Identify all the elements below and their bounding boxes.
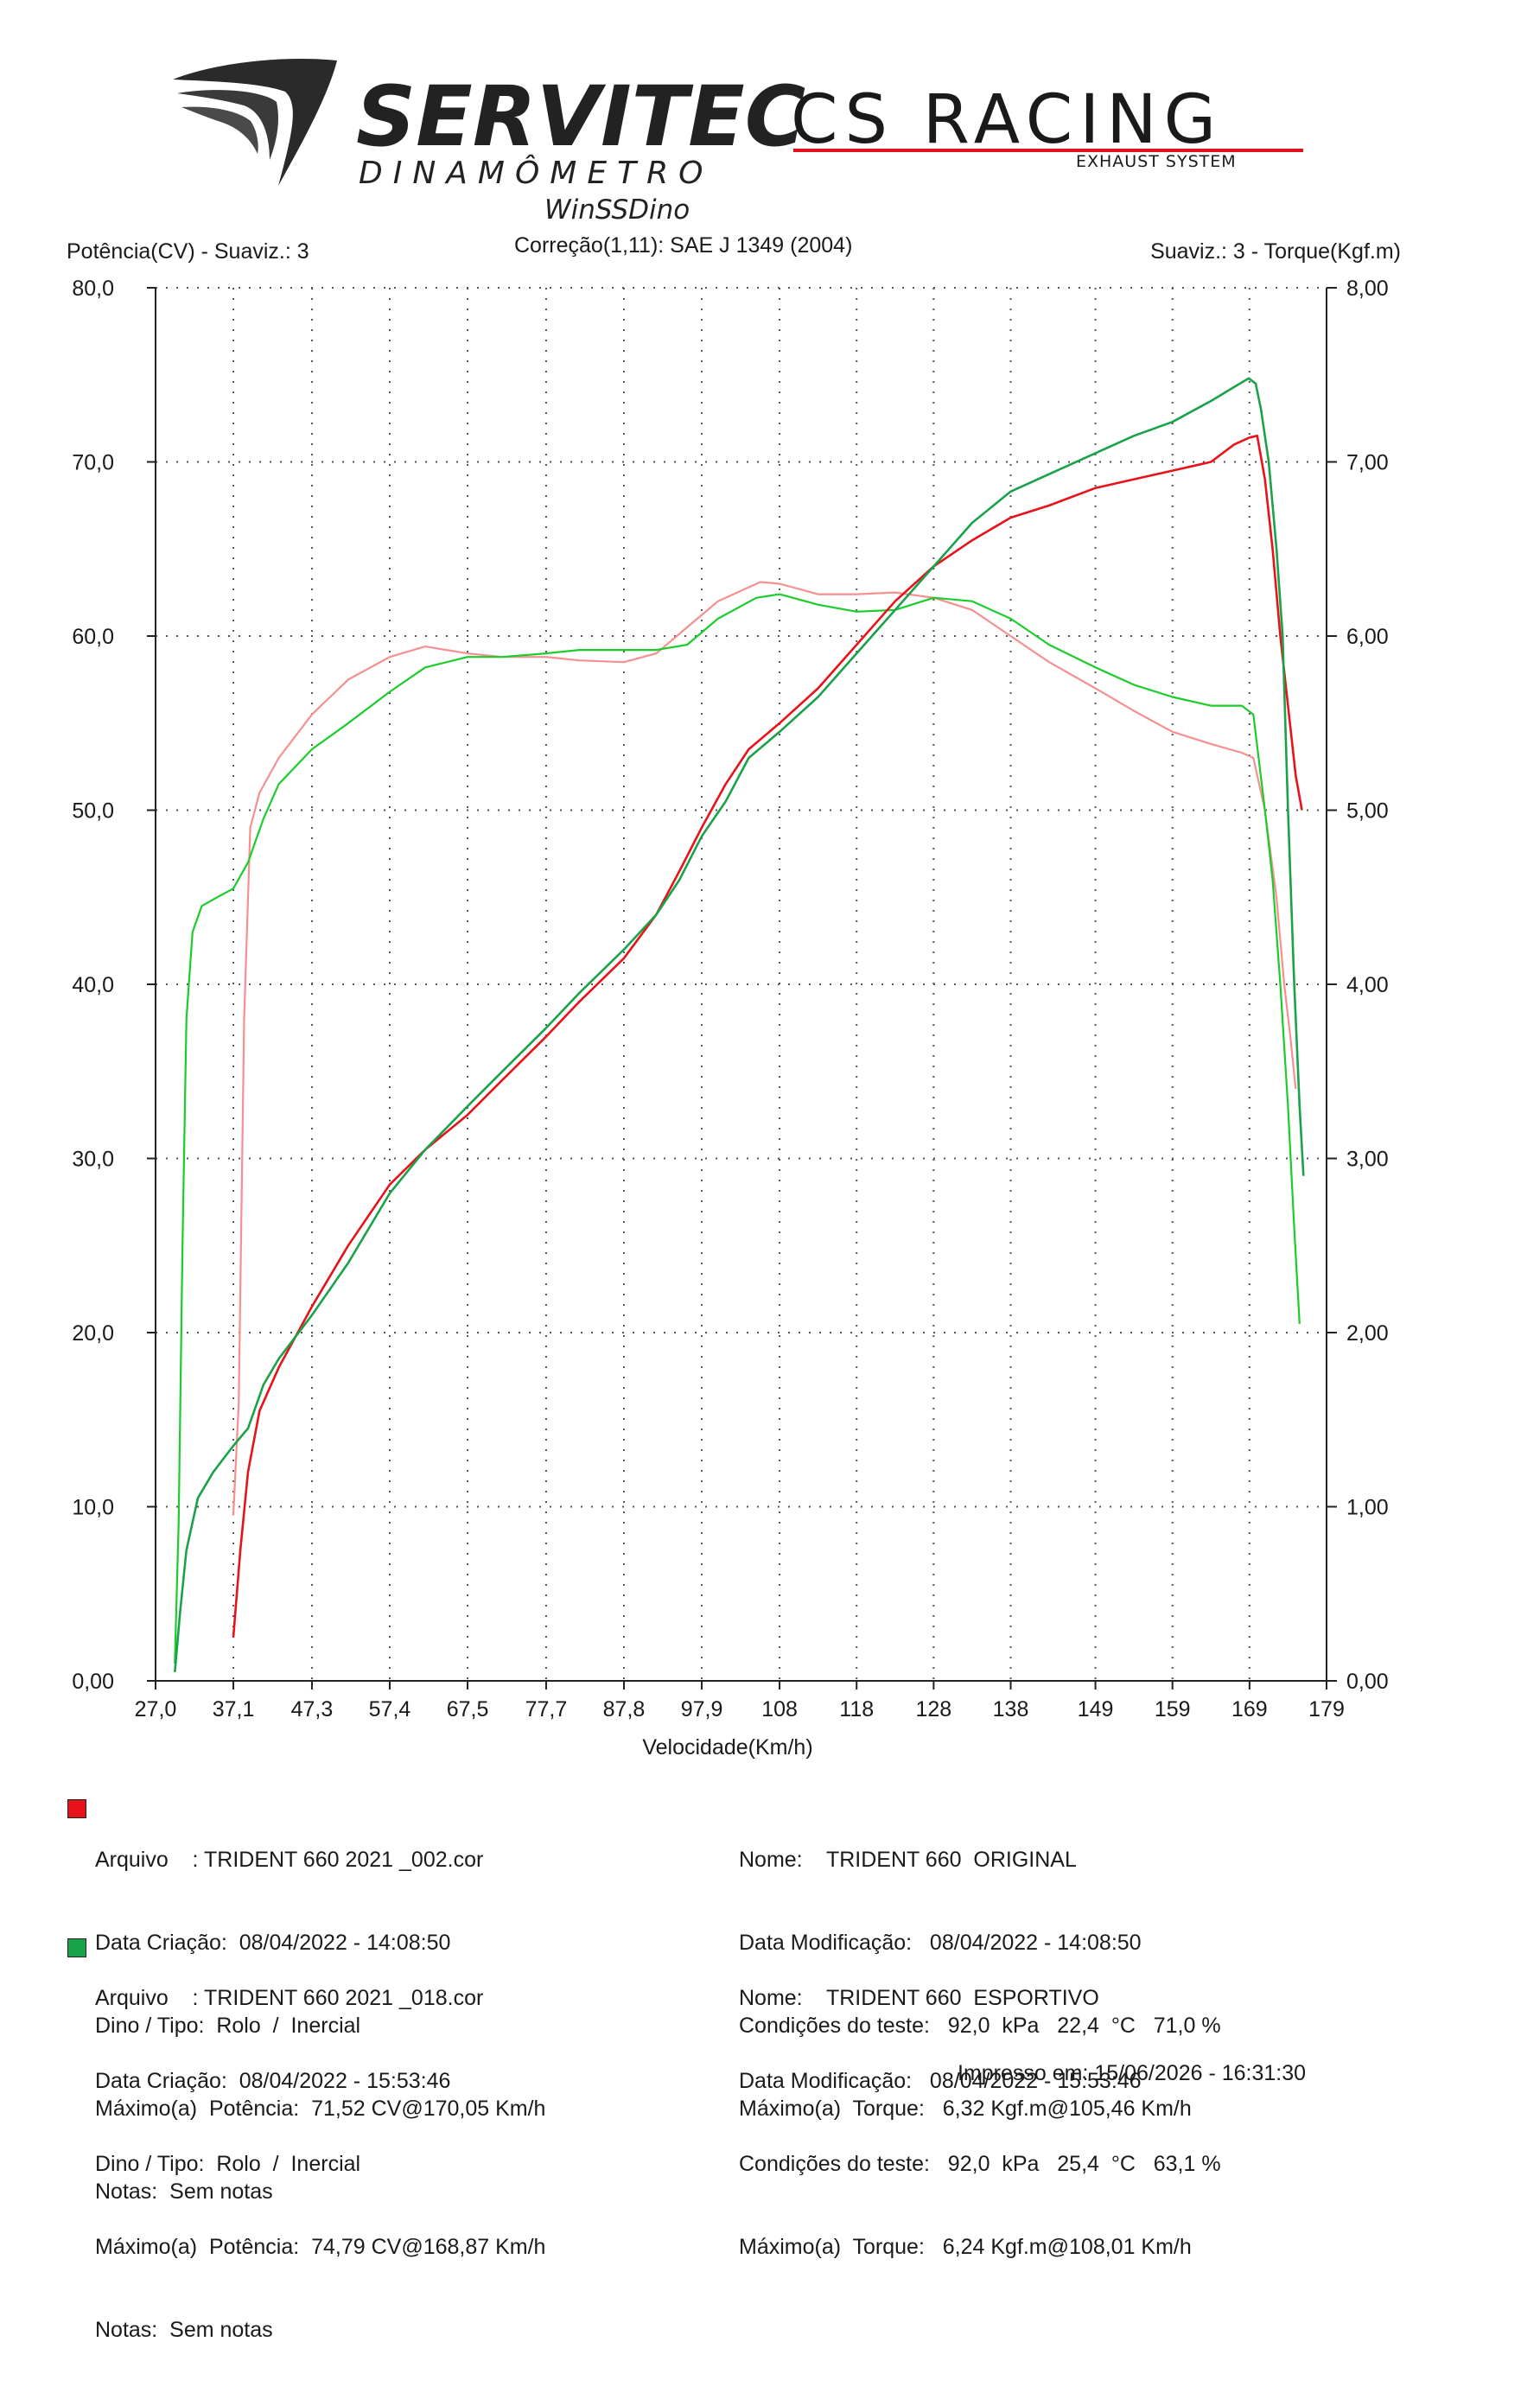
x-tick-label-12: 149 xyxy=(1078,1697,1114,1721)
y-tick-label-0: 0,00 xyxy=(72,1670,114,1694)
x-tick-label-3: 57,4 xyxy=(369,1697,411,1721)
dinamometro-wordmark: DINAMÔMETRO xyxy=(359,155,713,191)
legend-swatch-esportivo xyxy=(67,1938,86,1957)
x-tick-label-4: 67,5 xyxy=(447,1697,489,1721)
servitec-logo: SERVITEC DINAMÔMETRO WinSSDino xyxy=(173,59,805,226)
data-modificacao-esportivo: Data Modificação: 08/04/2022 - 15:53:46 xyxy=(739,2069,1142,2093)
x-tick-label-15: 179 xyxy=(1308,1697,1345,1721)
x-axis-label: Velocidade(Km/h) xyxy=(642,1735,812,1759)
condicoes-original: Condições do teste: 92,0 kPa 22,4 °C 71,… xyxy=(739,2014,1221,2038)
y2-tick-label-0: 0,00 xyxy=(1346,1670,1389,1694)
nome-esportivo: Nome: TRIDENT 660 ESPORTIVO xyxy=(739,1986,1099,2010)
servitec-swoosh-icon xyxy=(173,59,337,186)
y2-tick-label-5: 5,00 xyxy=(1346,799,1389,824)
axis-ticks: 27,0 37,1 47,3 57,4 67,5 77,7 87,8 97,9 108 118 12… xyxy=(72,277,1388,1721)
condicoes-esportivo: Condições do teste: 92,0 kPa 25,4 °C 63,… xyxy=(739,2152,1221,2176)
csracing-red-underline xyxy=(793,149,1303,152)
arquivo-original: Arquivo : TRIDENT 660 2021 _002.cor xyxy=(95,1848,484,1872)
x-tick-label-13: 159 xyxy=(1155,1697,1191,1721)
y2-tick-label-6: 6,00 xyxy=(1346,625,1389,649)
y-tick-label-3: 30,0 xyxy=(72,1148,114,1172)
arquivo-esportivo: Arquivo : TRIDENT 660 2021 _018.cor xyxy=(95,1986,484,2010)
servitec-wordmark: SERVITEC xyxy=(356,68,805,165)
right-axis-title: Suaviz.: 3 - Torque(Kgf.m) xyxy=(1150,239,1401,264)
dino-tipo-esportivo: Dino / Tipo: Rolo / Inercial xyxy=(95,2152,361,2176)
maximo-torque-original: Máximo(a) Torque: 6,32 Kgf.m@105,46 Km/h xyxy=(739,2097,1192,2121)
y2-tick-label-1: 1,00 xyxy=(1346,1496,1389,1520)
printed-timestamp: Impresso em: 15/06/2026 - 16:31:30 xyxy=(958,2061,1307,2085)
y-tick-label-7: 70,0 xyxy=(72,451,114,475)
x-tick-label-2: 47,3 xyxy=(291,1697,334,1721)
csracing-logo: CS RACING EXHAUST SYSTEM xyxy=(791,81,1303,171)
y-tick-label-6: 60,0 xyxy=(72,625,114,649)
nome-original: Nome: TRIDENT 660 ORIGINAL xyxy=(739,1848,1077,1872)
legend-right-esportivo: Nome: TRIDENT 660 ESPORTIVO Data Modific… xyxy=(739,1929,1221,2316)
exhaust-system-tagline: EXHAUST SYSTEM xyxy=(1076,152,1237,171)
y-tick-label-2: 20,0 xyxy=(72,1321,114,1346)
data-criacao-original: Data Criação: 08/04/2022 - 14:08:50 xyxy=(95,1931,451,1955)
x-tick-label-11: 138 xyxy=(993,1697,1029,1721)
maximo-torque-esportivo: Máximo(a) Torque: 6,24 Kgf.m@108,01 Km/h xyxy=(739,2235,1192,2259)
x-tick-label-14: 169 xyxy=(1231,1697,1268,1721)
left-axis-title: Potência(CV) - Suaviz.: 3 xyxy=(67,239,309,264)
series-line-trident-660-original-torque xyxy=(232,581,1297,1516)
x-tick-label-9: 118 xyxy=(839,1697,874,1721)
y-tick-label-5: 50,0 xyxy=(72,799,114,824)
legend-left-original: Arquivo : TRIDENT 660 2021 _002.cor Data… xyxy=(95,1791,545,2261)
maximo-potencia-original: Máximo(a) Potência: 71,52 CV@170,05 Km/h xyxy=(95,2097,546,2121)
data-criacao-esportivo: Data Criação: 08/04/2022 - 15:53:46 xyxy=(95,2069,451,2093)
series-line-trident-660-esportivo-torque xyxy=(174,593,1301,1664)
y2-tick-label-7: 7,00 xyxy=(1346,451,1389,475)
x-tick-label-5: 77,7 xyxy=(525,1697,568,1721)
series-line-trident-660-original-power xyxy=(232,435,1303,1638)
y2-tick-label-4: 4,00 xyxy=(1346,973,1389,997)
y2-tick-label-8: 8,00 xyxy=(1346,277,1389,301)
series-layer xyxy=(174,377,1305,1673)
dino-tipo-original: Dino / Tipo: Rolo / Inercial xyxy=(95,2014,361,2038)
dyno-chart: SERVITEC DINAMÔMETRO WinSSDino CS RACING… xyxy=(67,59,1401,1759)
series-line-trident-660-esportivo-power xyxy=(174,377,1305,1673)
software-name: WinSSDino xyxy=(544,194,690,226)
x-tick-label-8: 108 xyxy=(761,1697,798,1721)
y2-tick-label-3: 3,00 xyxy=(1346,1148,1389,1172)
legend-right-original: Nome: TRIDENT 660 ORIGINAL Data Modifica… xyxy=(739,1791,1221,2178)
csracing-wordmark: CS RACING xyxy=(791,81,1223,159)
y-tick-label-4: 40,0 xyxy=(72,973,114,997)
x-tick-label-7: 97,9 xyxy=(681,1697,723,1721)
data-modificacao-original: Data Modificação: 08/04/2022 - 14:08:50 xyxy=(739,1931,1142,1955)
x-tick-label-6: 87,8 xyxy=(603,1697,646,1721)
x-tick-label-10: 128 xyxy=(916,1697,952,1721)
x-tick-label-1: 37,1 xyxy=(213,1697,255,1721)
notas-esportivo: Notas: Sem notas xyxy=(95,2318,273,2342)
maximo-potencia-esportivo: Máximo(a) Potência: 74,79 CV@168,87 Km/h xyxy=(95,2235,546,2259)
y-tick-label-8: 80,0 xyxy=(72,277,114,301)
correction-label: Correção(1,11): SAE J 1349 (2004) xyxy=(514,233,852,258)
dyno-report-page: SERVITEC DINAMÔMETRO WinSSDino CS RACING… xyxy=(67,59,1401,2342)
legend-swatch-original xyxy=(67,1799,86,1818)
x-tick-label-0: 27,0 xyxy=(135,1697,177,1721)
y2-tick-label-2: 2,00 xyxy=(1346,1321,1389,1346)
y-tick-label-1: 10,0 xyxy=(72,1496,114,1520)
legend-left-esportivo: Arquivo : TRIDENT 660 2021 _018.cor Data… xyxy=(95,1929,545,2399)
grid xyxy=(156,287,1327,1681)
